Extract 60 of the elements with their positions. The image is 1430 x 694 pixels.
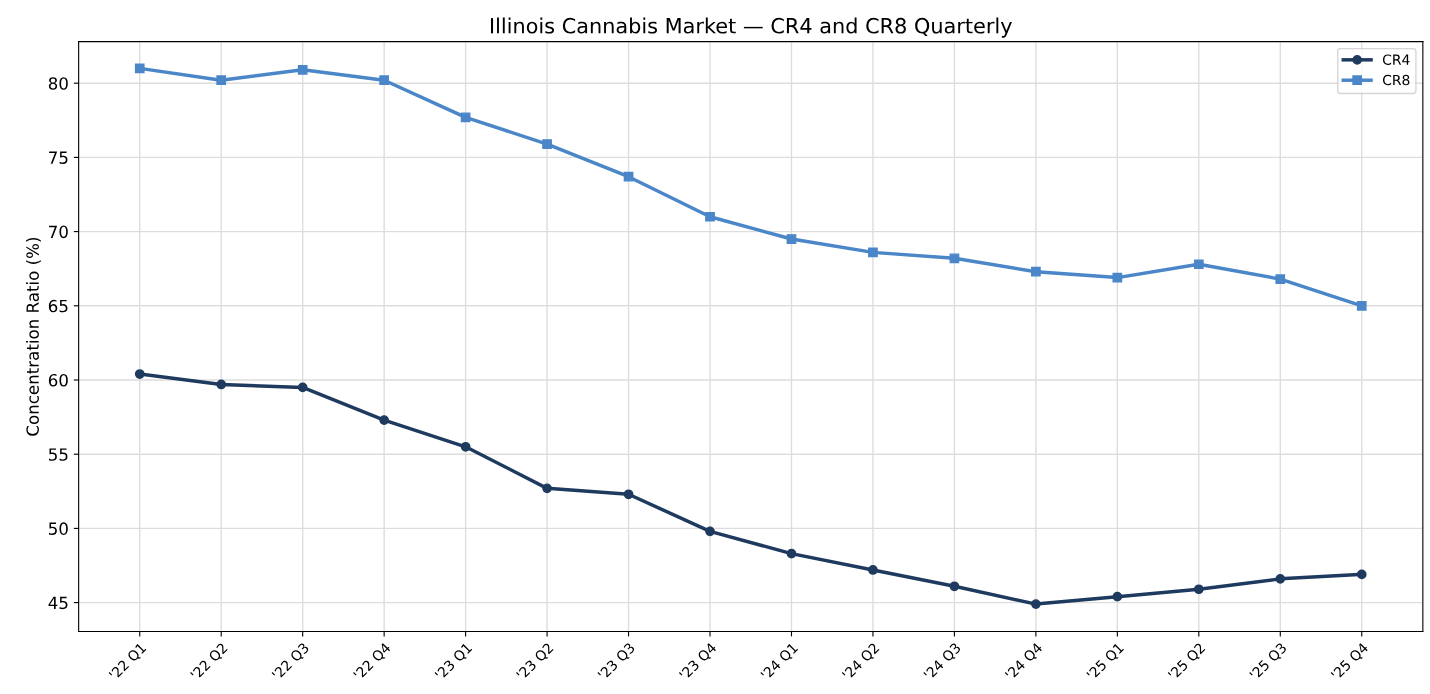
legend-label: CR8 [1382, 74, 1410, 86]
y-axis-title: Concentration Ratio (%) [26, 237, 41, 436]
x-tick-label: '24 Q3 [923, 642, 963, 682]
y-tick-label: 50 [49, 522, 68, 535]
point [1193, 259, 1204, 270]
x-tick-label: '24 Q4 [1004, 641, 1045, 682]
x-tick-label: '25 Q1 [1086, 642, 1126, 682]
point [1112, 591, 1123, 602]
point [1112, 272, 1123, 283]
legend-label: CR4 [1382, 54, 1410, 65]
point [1193, 584, 1204, 595]
point [623, 171, 634, 182]
point [134, 369, 145, 379]
point [542, 139, 552, 149]
point [1275, 274, 1286, 284]
x-tick-label: '22 Q3 [271, 642, 311, 682]
point [949, 581, 960, 592]
point [1356, 300, 1367, 311]
x-tick-label: '23 Q4 [678, 641, 719, 682]
point [460, 441, 471, 452]
point [786, 548, 797, 559]
x-tick-label: '24 Q1 [760, 642, 800, 682]
x-tick-label: '22 Q2 [190, 642, 229, 682]
point [705, 526, 715, 537]
x-tick-label: '24 Q2 [841, 642, 881, 682]
point [868, 565, 878, 575]
x-tick-label: '25 Q2 [1167, 642, 1207, 682]
point [542, 483, 552, 494]
point [379, 415, 390, 425]
point [379, 75, 390, 86]
x-tick-label: '25 Q3 [1249, 642, 1289, 682]
point [949, 253, 960, 264]
point [1356, 569, 1367, 580]
y-tick-label: 65 [48, 299, 68, 313]
x-tick-label: '23 Q1 [434, 642, 474, 682]
point [1031, 266, 1041, 277]
point [705, 211, 715, 222]
x-tick-label: '23 Q3 [597, 642, 637, 682]
x-tick-label: '22 Q1 [108, 642, 148, 682]
y-tick-label: 45 [48, 596, 68, 610]
point [134, 63, 145, 74]
point [460, 112, 471, 123]
point [623, 489, 634, 500]
y-tick-label: 70 [49, 225, 68, 239]
x-tick-label: '23 Q2 [515, 642, 555, 682]
point [1275, 573, 1286, 584]
point [1031, 599, 1041, 609]
y-tick-label: 55 [49, 448, 68, 461]
x-tick-label: '22 Q4 [352, 641, 393, 682]
chart-title: Illinois Cannabis Market — CR4 and CR8 Quarterly [491, 17, 1012, 38]
point [786, 234, 797, 244]
point [868, 247, 878, 258]
point [297, 64, 308, 75]
x-tick-label: '25 Q4 [1330, 641, 1370, 682]
point [297, 382, 308, 393]
y-tick-label: 75 [49, 151, 68, 164]
y-tick-label: 60 [48, 373, 68, 387]
point [216, 75, 227, 86]
point [216, 379, 227, 390]
y-tick-label: 80 [48, 77, 68, 90]
